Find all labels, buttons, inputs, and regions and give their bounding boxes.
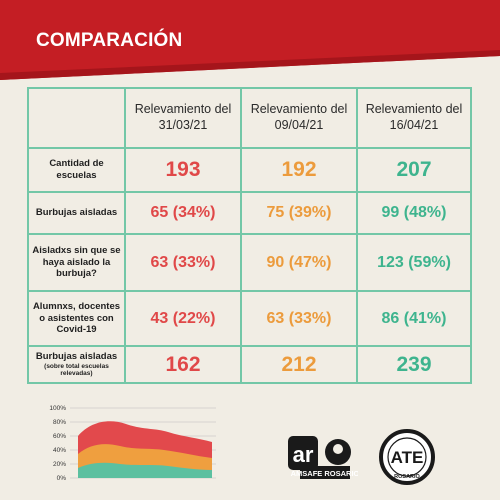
table-cell: 162 [126,347,242,382]
ate-logo: ATE ROSARIO [379,429,435,485]
decorative-area-chart: 100% 80% 60% 40% 20% 0% [49,405,216,482]
row-label: Alumnxs, docentes o asistentes con Covid… [29,292,126,347]
table-cell: 90 (47%) [242,235,358,292]
svg-text:ar: ar [293,442,314,467]
table-cell: 75 (39%) [242,193,358,235]
table-cell: 123 (59%) [358,235,470,292]
table-cell: 65 (34%) [126,193,242,235]
table-cell: 207 [358,149,470,193]
header-banner [0,0,500,80]
table-cell: 63 (33%) [126,235,242,292]
comparison-table: Relevamiento del 31/03/21 Relevamiento d… [27,87,472,384]
row-label: Aisladxs sin que se haya aislado la burb… [29,235,126,292]
table-cell: 239 [396,352,432,376]
row-label-sub: (sobre total escuelas relevadas) [44,362,109,378]
row-label: Burbujas aisladas [29,193,126,235]
column-header: Relevamiento del 16/04/21 [358,89,470,149]
tick-label: 80% [53,419,66,426]
table-cell: 212 [242,347,358,382]
table-cell: 43 (22%) [126,292,242,347]
ate-logo-subtext: ROSARIO [394,474,420,480]
tick-label: 40% [53,447,66,454]
area-green [78,462,212,478]
table-cell: 63 (33%) [242,292,358,347]
tick-label: 60% [53,433,66,440]
row-label: Burbujas aisladas (sobre total escuelas … [29,347,126,382]
row-label-main: Burbujas aisladas [35,351,118,363]
page-title: COMPARACIÓN [36,30,183,51]
tick-label: 100% [49,405,66,412]
ate-logo-text: ATE [391,448,424,467]
amsafe-logo-text: AMSAFE ROSARIO [291,469,358,478]
table-cell: 193 [126,149,242,193]
row-label: Cantidad de escuelas [29,149,126,193]
amsafe-logo: ar AMSAFE ROSARIO [288,436,358,479]
column-header: Relevamiento del 09/04/21 [242,89,358,149]
table-cell: 192 [242,149,358,193]
column-header: Relevamiento del 31/03/21 [126,89,242,149]
table-cell: 86 (41%) [358,292,470,347]
tick-label: 20% [53,461,66,468]
table-cell: 99 (48%) [358,193,470,235]
corner-cell [29,89,126,149]
tick-label: 0% [57,475,67,482]
